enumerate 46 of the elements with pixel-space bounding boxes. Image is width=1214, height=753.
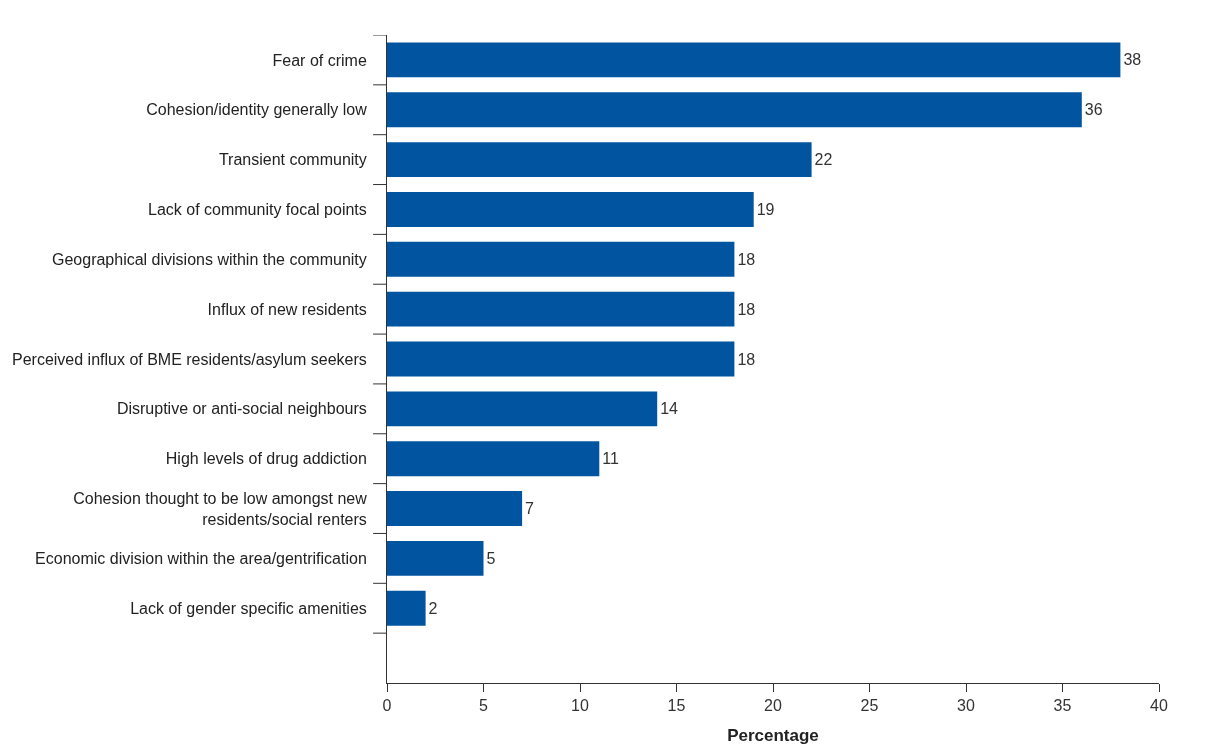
- x-tick-label: 0: [382, 697, 392, 715]
- bar: [387, 92, 1082, 128]
- bar: [387, 341, 735, 377]
- data-label: 11: [602, 450, 620, 468]
- data-label: 18: [737, 350, 756, 368]
- bar: [387, 491, 523, 526]
- bar: [387, 540, 484, 576]
- data-label: 18: [737, 300, 756, 318]
- data-label: 2: [428, 599, 438, 617]
- y-tick-label: Influx of new residents: [207, 300, 367, 318]
- y-tick-label: Cohesion/identity generally low: [146, 101, 368, 119]
- x-axis-title: Percentage: [727, 725, 819, 745]
- y-tick-label: Economic division within the area/gentrification: [35, 549, 367, 567]
- bar: [387, 391, 658, 427]
- y-tick-label: Fear of crime: [272, 51, 367, 69]
- y-tick-label: Disruptive or anti-social neighbours: [116, 400, 367, 418]
- y-tick-label: Geographical divisions within the community: [51, 250, 367, 268]
- x-tick-label: 10: [571, 697, 589, 715]
- x-tick-label: 40: [1150, 697, 1168, 715]
- bar: [387, 241, 735, 277]
- x-tick-label: 5: [479, 697, 489, 715]
- data-label: 36: [1084, 101, 1103, 119]
- bar: [387, 291, 735, 327]
- bar: [387, 590, 426, 626]
- y-tick-label: Cohesion thought to be low amongst new residents/social renters: [73, 489, 368, 528]
- y-tick-label: Transient community: [218, 151, 367, 169]
- bar: [387, 192, 754, 227]
- x-tick-label: 35: [1053, 697, 1072, 715]
- bar: [387, 42, 1121, 78]
- data-label: 38: [1123, 51, 1142, 69]
- y-tick-label: High levels of drug addiction: [165, 450, 367, 468]
- data-label: 7: [525, 500, 535, 518]
- y-tick-label: Perceived influx of BME residents/asylum seekers: [11, 350, 367, 368]
- data-label: 18: [737, 250, 756, 268]
- data-label: 22: [814, 151, 833, 169]
- x-tick-label: 15: [667, 697, 686, 715]
- y-tick-label: Lack of gender specific amenities: [130, 599, 367, 617]
- data-label: 19: [756, 200, 775, 218]
- x-tick-label: 20: [764, 697, 782, 715]
- data-label: 5: [486, 549, 496, 567]
- bar: [387, 142, 812, 178]
- bar: [387, 441, 600, 477]
- data-label: 14: [660, 400, 679, 418]
- y-tick-label: Lack of community focal points: [148, 201, 367, 219]
- x-tick-label: 25: [860, 697, 879, 715]
- x-tick-label: 30: [957, 697, 975, 715]
